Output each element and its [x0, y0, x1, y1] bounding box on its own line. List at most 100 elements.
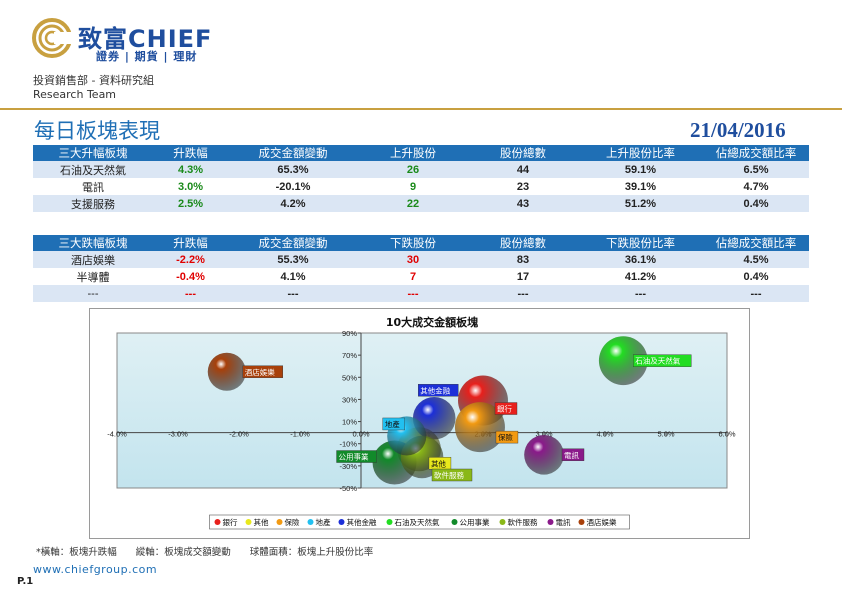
table-cell: 0.4%: [703, 195, 809, 212]
bubble-label-bg: [561, 448, 585, 461]
y-tick-label: -10%: [339, 440, 357, 449]
table-cell: 6.5%: [703, 161, 809, 178]
y-tick-label: 10%: [342, 418, 357, 427]
table-cell: 23: [468, 178, 578, 195]
table-cell: -0.4%: [153, 268, 228, 285]
brand-name: 致富CHIEF: [78, 25, 213, 53]
bubble-label-bg: [242, 365, 284, 378]
sector-name-cell: 電訊: [33, 178, 153, 195]
y-tick-label: 90%: [342, 329, 357, 338]
bubble-label: 軟件服務: [434, 470, 464, 480]
table-row: --- --- --- --- --- --- ---: [33, 285, 809, 302]
legend-label: 其他金融: [347, 517, 377, 527]
table-cell: 41.2%: [578, 268, 703, 285]
chart-footnote: *橫軸：板塊升跌幅 縱軸：板塊成交額變動 球體面積：板塊上升股份比率: [36, 547, 374, 558]
legend-label: 公用事業: [460, 517, 490, 527]
column-header: 佔總成交額比率: [703, 145, 809, 161]
bubble-label-bg: [431, 468, 473, 482]
legend-label: 保險: [285, 517, 300, 527]
table-cell: ---: [153, 285, 228, 302]
table-cell: -2.2%: [153, 251, 228, 268]
table-cell: 17: [468, 268, 578, 285]
table-row: 半導體 -0.4% 4.1% 7 17 41.2% 0.4%: [33, 268, 809, 285]
x-tick-label: -4.0%: [107, 430, 127, 439]
bubble-2: [454, 402, 505, 453]
table-cell: 9: [358, 178, 468, 195]
report-date: 21/04/2016: [690, 118, 786, 142]
department-name: 投資銷售部 - 資料研究組: [33, 74, 154, 87]
bubble-label-bg: [495, 430, 519, 444]
top-gainers-table: 三大升幅板塊 升跌幅 成交金額變動 上升股份 股份總數 上升股份比率 佔總成交額比率 石油及…: [33, 145, 809, 212]
table-row: 石油及天然氣 4.3% 65.3% 26 44 59.1% 6.5%: [33, 161, 809, 178]
legend-marker: [307, 519, 314, 525]
bubble-5: [598, 336, 648, 386]
table-cell: 83: [468, 251, 578, 268]
x-tick-label: 0.0%: [352, 430, 369, 439]
column-header: 股份總數: [468, 145, 578, 161]
column-header: 上升股份比率: [578, 145, 703, 161]
brand-tagline: 證券 | 期貨 | 理財: [96, 50, 198, 63]
table-cell: 4.1%: [228, 268, 358, 285]
legend-marker: [338, 519, 345, 525]
table-cell: 3.0%: [153, 178, 228, 195]
legend-label: 酒店娛樂: [587, 517, 617, 527]
y-tick-label: -30%: [339, 462, 357, 471]
table-cell: 4.5%: [703, 251, 809, 268]
table-cell: 4.2%: [228, 195, 358, 212]
bubble-label: 公用事業: [339, 452, 369, 462]
y-tick-label: 70%: [342, 351, 357, 360]
bubble-label-bg: [336, 450, 377, 463]
table-cell: 44: [468, 161, 578, 178]
sector-name-cell: 支援服務: [33, 195, 153, 212]
legend-marker: [451, 519, 458, 525]
table-cell: 65.3%: [228, 161, 358, 178]
x-tick-label: 4.0%: [596, 430, 613, 439]
x-tick-label: 3.0%: [535, 430, 552, 439]
bubble-label-bg: [633, 354, 692, 367]
website-link[interactable]: www.chiefgroup.com: [33, 563, 158, 576]
column-header: 上升股份: [358, 145, 468, 161]
x-tick-label: 6.0%: [718, 430, 735, 439]
table-cell: 36.1%: [578, 251, 703, 268]
bubble-label: 地產: [385, 419, 400, 429]
company-logo: 致富CHIEF 證券 | 期貨 | 理財: [32, 18, 252, 68]
header-divider: [0, 108, 842, 110]
table-row: 支援服務 2.5% 4.2% 22 43 51.2% 0.4%: [33, 195, 809, 212]
table-row: 酒店娛樂 -2.2% 55.3% 30 83 36.1% 4.5%: [33, 251, 809, 268]
sector-name-cell: ---: [33, 285, 153, 302]
table-cell: ---: [703, 285, 809, 302]
x-tick-label: -1.0%: [290, 430, 310, 439]
column-header: 成交金額變動: [228, 145, 358, 161]
column-header: 佔總成交額比率: [703, 235, 809, 251]
table-cell: ---: [468, 285, 578, 302]
table-cell: ---: [228, 285, 358, 302]
bubble-8: [524, 434, 564, 475]
table-cell: 39.1%: [578, 178, 703, 195]
page-number: P.1: [17, 576, 34, 587]
table-cell: 4.7%: [703, 178, 809, 195]
table-header-row: 三大升幅板塊 升跌幅 成交金額變動 上升股份 股份總數 上升股份比率 佔總成交額比率: [33, 145, 809, 161]
sector-name-cell: 石油及天然氣: [33, 161, 153, 178]
table-cell: 26: [358, 161, 468, 178]
chief-logo-icon: [32, 18, 72, 58]
bubble-label: 電訊: [564, 450, 579, 460]
y-tick-label: 30%: [342, 395, 357, 404]
legend-label: 軟件服務: [508, 517, 538, 527]
legend-marker: [386, 519, 393, 525]
chart-title: 10大成交金額板塊: [386, 315, 478, 329]
bubble-label: 保險: [498, 432, 513, 442]
legend-marker: [245, 519, 252, 525]
column-header: 股份總數: [468, 235, 578, 251]
legend-label: 石油及天然氣: [395, 517, 440, 527]
table-cell: 4.3%: [153, 161, 228, 178]
bubble-label: 酒店娛樂: [245, 367, 275, 377]
legend-label: 地產: [316, 517, 331, 527]
y-tick-label: -50%: [339, 484, 357, 493]
legend-marker: [547, 519, 554, 525]
legend-marker: [214, 519, 221, 525]
column-header: 成交金額變動: [228, 235, 358, 251]
column-header: 三大跌幅板塊: [33, 235, 153, 251]
legend-label: 其他: [254, 517, 269, 527]
bubble-label-bg: [382, 417, 405, 431]
chart-legend: [209, 514, 630, 530]
